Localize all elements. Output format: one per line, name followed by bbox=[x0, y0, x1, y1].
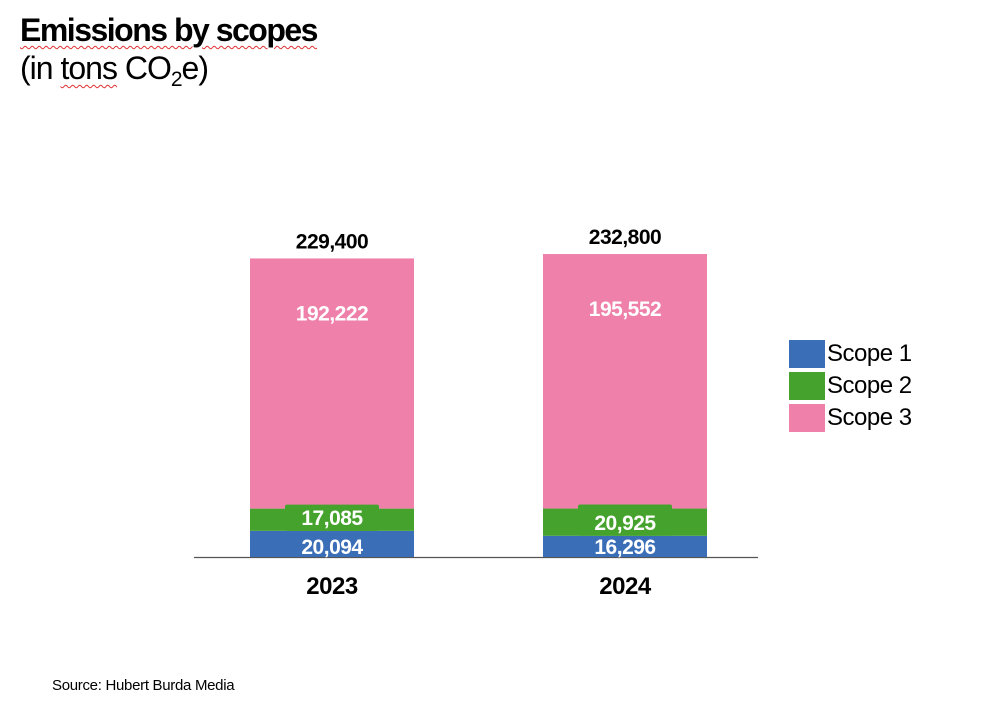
data-label-2024-scope-3: 195,552 bbox=[589, 298, 661, 321]
data-label-2024-scope-1: 16,296 bbox=[594, 536, 655, 559]
data-label-2023-scope-1: 20,094 bbox=[301, 536, 363, 559]
x-tick-label-2024: 2024 bbox=[599, 573, 652, 600]
bar-segment-2023-scope-1 bbox=[250, 530, 414, 557]
subtitle-subscript: 2 bbox=[170, 68, 183, 91]
bar-segment-2024-scope-1 bbox=[543, 535, 707, 557]
label-backing-2023-scope-2 bbox=[285, 504, 379, 531]
bar-segment-2024-scope-3 bbox=[543, 254, 707, 509]
legend-swatch-scope-1 bbox=[789, 340, 825, 368]
total-label-2024: 232,800 bbox=[589, 226, 661, 249]
data-label-2024-scope-2: 20,925 bbox=[594, 512, 656, 535]
legend-swatch-scope-3 bbox=[789, 404, 825, 432]
subtitle-unit: tons bbox=[60, 50, 117, 86]
x-tick-label-2023: 2023 bbox=[306, 573, 358, 600]
data-label-2023-scope-3: 192,222 bbox=[296, 302, 368, 325]
legend-label-scope-3: Scope 3 bbox=[827, 404, 912, 431]
legend-label-scope-1: Scope 1 bbox=[827, 340, 912, 367]
subtitle-suffix: e) bbox=[181, 50, 209, 86]
subtitle-prefix: (in bbox=[20, 50, 61, 86]
data-label-2023-scope-2: 17,085 bbox=[301, 507, 363, 530]
chart-subtitle: (in tons CO2e) bbox=[20, 48, 209, 100]
chart-title: Emissions by scopes bbox=[20, 12, 318, 48]
source-note: Source: Hubert Burda Media bbox=[52, 677, 235, 694]
legend-swatch-scope-2 bbox=[789, 372, 825, 400]
legend-label-scope-2: Scope 2 bbox=[827, 372, 912, 399]
bar-segment-2023-scope-3 bbox=[250, 258, 414, 509]
subtitle-mid: CO bbox=[116, 50, 172, 86]
label-backing-2024-scope-2 bbox=[578, 504, 672, 536]
total-label-2023: 229,400 bbox=[296, 230, 368, 253]
